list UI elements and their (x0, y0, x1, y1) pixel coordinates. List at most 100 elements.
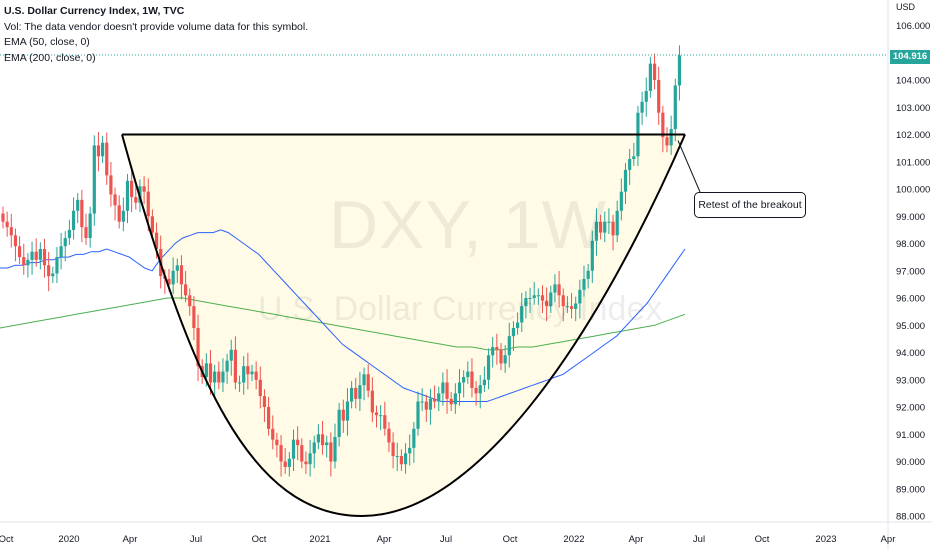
candle-body (665, 137, 669, 146)
candle-body (71, 210, 76, 230)
candle-body (640, 101, 644, 113)
candle-body (594, 221, 599, 241)
candle-body (445, 382, 449, 399)
candle-body (657, 80, 661, 113)
candle-body (507, 336, 511, 356)
candle-body (499, 349, 503, 364)
candle-body (171, 270, 175, 285)
candle-body (300, 445, 304, 462)
candle-body (208, 363, 213, 383)
candle-body (615, 210, 619, 236)
candle-body (13, 235, 18, 247)
candle-body (491, 347, 495, 356)
price-tick-label: 93.000 (896, 375, 925, 386)
ema-200-line (0, 297, 686, 351)
cup-fill (122, 134, 685, 516)
price-tick-label: 102.000 (896, 130, 930, 141)
time-tick-label: Apr (377, 534, 392, 545)
candle-body (146, 191, 150, 217)
candle-body (420, 401, 424, 403)
candle-body (408, 447, 412, 454)
candle-body (47, 265, 51, 277)
candle-body (130, 180, 134, 198)
candle-body (67, 229, 71, 239)
candle-body (516, 322, 520, 328)
candle-body (325, 442, 329, 446)
price-tick-label: 103.000 (896, 103, 930, 114)
breakout-retest-callout[interactable]: Retest of the breakout (694, 192, 806, 218)
price-tick-label: 88.000 (896, 512, 925, 523)
candle-body (644, 90, 648, 102)
candle-body (196, 327, 200, 367)
candle-body (38, 248, 42, 260)
price-tick-label: 100.000 (896, 185, 930, 196)
candle-body (586, 270, 590, 279)
candle-body (362, 374, 366, 386)
candle-body (337, 409, 341, 437)
candle-body (96, 145, 101, 157)
candle-body (399, 456, 403, 465)
candle-body (117, 205, 121, 222)
price-tick-label: 91.000 (896, 430, 925, 441)
candle-body (383, 415, 387, 429)
candle-body (76, 199, 80, 211)
candle-body (449, 398, 453, 405)
candle-body (358, 385, 362, 399)
watermark-name: U.S. Dollar Currency Index (258, 290, 663, 328)
legend-ema50[interactable]: EMA (50, close, 0) (4, 36, 90, 48)
candle-body (370, 390, 374, 413)
time-tick-label: Oct (755, 534, 770, 545)
candle-body (391, 442, 395, 457)
candle-body (125, 180, 130, 211)
candle-body (677, 55, 682, 86)
price-tick-label: 96.000 (896, 294, 925, 305)
price-tick-label: 89.000 (896, 484, 925, 495)
candle-body (611, 221, 615, 236)
candle-body (134, 197, 138, 203)
candle-body (412, 428, 416, 448)
candle-body (673, 85, 677, 130)
legend-title[interactable]: U.S. Dollar Currency Index, 1W, TVC (4, 5, 185, 17)
candle-body (557, 284, 561, 296)
time-tick-label: Jul (693, 534, 705, 545)
time-tick-label: Apr (629, 534, 644, 545)
candle-body (603, 221, 607, 233)
candle-body (574, 303, 578, 309)
candle-body (569, 306, 574, 309)
watermark-symbol: DXY, 1W (329, 187, 607, 263)
price-tick-label: 90.000 (896, 457, 925, 468)
candle-body (403, 453, 408, 465)
time-tick-label: Jul (440, 534, 452, 545)
last-price-badge: 104.916 (890, 50, 930, 64)
candle-body (18, 246, 22, 258)
candle-body (387, 428, 391, 443)
candle-body (532, 295, 536, 298)
candle-body (607, 221, 611, 223)
candle-body (528, 298, 532, 299)
candle-body (312, 442, 316, 454)
candle-body (578, 289, 582, 304)
time-tick-label: Oct (0, 534, 14, 545)
candle-body (258, 379, 262, 397)
candle-body (520, 306, 524, 323)
price-tick-label: 98.000 (896, 239, 925, 250)
candle-body (565, 306, 569, 308)
candle-body (5, 221, 9, 228)
candle-body (30, 251, 34, 260)
candle-body (503, 355, 507, 364)
cup-outline (121, 134, 686, 518)
candle-body (283, 461, 287, 467)
price-tick-label: 92.000 (896, 403, 925, 414)
candle-body (1, 213, 5, 222)
candle-body (652, 63, 657, 80)
candle-body (470, 371, 474, 388)
candle-body (179, 265, 184, 285)
candle-body (192, 306, 196, 328)
candle-body (428, 398, 433, 410)
candle-body (582, 278, 586, 290)
legend-ema200[interactable]: EMA (200, close, 0) (4, 51, 96, 64)
candle-body (275, 439, 279, 446)
legend-volume-note[interactable]: Vol: The data vendor doesn't provide vol… (4, 20, 309, 33)
candle-body (51, 273, 55, 277)
